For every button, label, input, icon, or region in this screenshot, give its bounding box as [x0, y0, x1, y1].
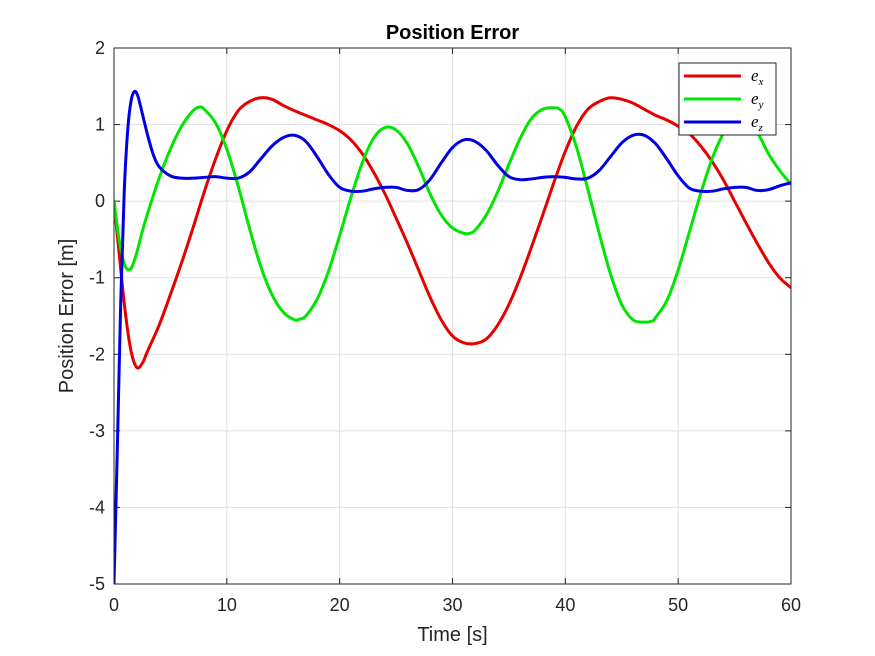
legend-label-base: e: [751, 66, 759, 85]
x-tick-labels: 0 10 20 30 40 50 60: [109, 595, 801, 615]
legend-label-subscript: x: [758, 76, 764, 88]
x-tick-label: 60: [781, 595, 801, 615]
y-tick-label: 1: [95, 115, 105, 135]
legend-label-x: ex: [751, 66, 764, 88]
y-tick-label: -4: [89, 497, 105, 517]
x-tick-label: 50: [668, 595, 688, 615]
y-tick-label: -3: [89, 421, 105, 441]
legend-label-y: ey: [751, 89, 764, 111]
x-tick-label: 20: [330, 595, 350, 615]
legend-label-base: e: [751, 89, 759, 108]
plot-frame: [113, 47, 792, 585]
legend-label-z: ez: [751, 112, 764, 134]
legend-label-subscript: y: [758, 99, 764, 111]
y-tick-label: 0: [95, 191, 105, 211]
series-line-z: [114, 89, 791, 584]
y-axis-label: Position Error [m]: [56, 239, 78, 393]
x-tick-label: 10: [217, 595, 237, 615]
y-tick-labels: -5 -4 -3 -2 -1 0 1 2: [89, 38, 105, 594]
y-tick-label: -5: [89, 574, 105, 594]
series-lines: [114, 89, 791, 584]
y-tick-label: 2: [95, 38, 105, 58]
series-line-y: [114, 105, 791, 324]
x-tick-label: 30: [442, 595, 462, 615]
x-tick-label: 40: [555, 595, 575, 615]
x-tick-label: 0: [109, 595, 119, 615]
x-axis-label: Time [s]: [417, 624, 487, 646]
legend-label-subscript: z: [758, 122, 764, 134]
legend-label-base: e: [751, 112, 759, 131]
y-tick-label: -2: [89, 344, 105, 364]
series-line-x: [114, 96, 791, 370]
chart-title: Position Error: [386, 22, 520, 44]
y-tick-label: -1: [89, 268, 105, 288]
